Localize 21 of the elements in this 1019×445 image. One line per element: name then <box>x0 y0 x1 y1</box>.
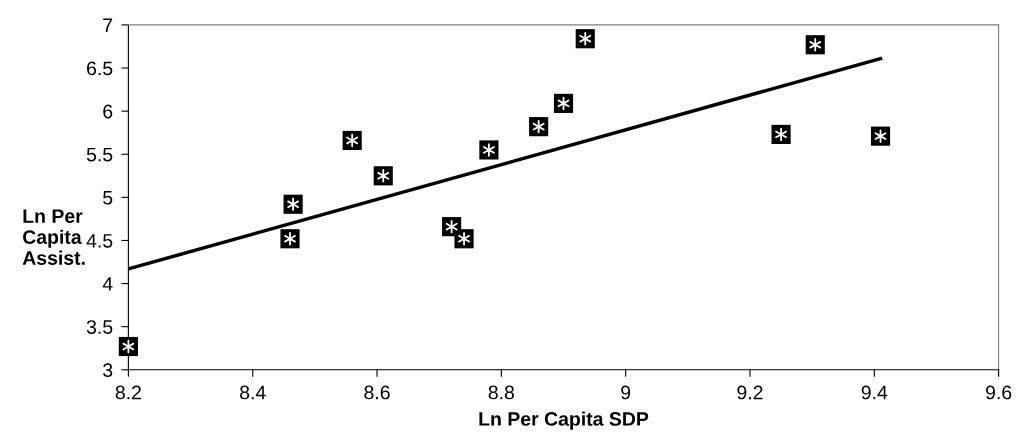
x-axis-title: Ln Per Capita SDP <box>479 411 649 430</box>
y-tick-label: 5.5 <box>86 147 113 162</box>
y-tick-label: 3 <box>103 363 113 378</box>
x-tick-label: 8.2 <box>115 385 141 400</box>
x-tick-label: 9.6 <box>986 385 1012 400</box>
x-tick-label: 8.4 <box>240 385 266 400</box>
point <box>280 229 300 249</box>
y-tick-label: 3.5 <box>86 320 113 334</box>
x-tick-label: 9.2 <box>737 385 763 400</box>
y-tick-label: 4.5 <box>86 234 113 248</box>
point <box>771 124 791 144</box>
x-tick-label: 9.4 <box>861 385 888 400</box>
y-tick-label: 5 <box>103 191 113 205</box>
y-tick-label: 7 <box>103 18 113 32</box>
x-tick-label: 8.8 <box>488 385 515 400</box>
y-axis-title: Ln Per Capita Assist. <box>22 209 85 265</box>
y-tick-label: 6.5 <box>87 61 113 76</box>
y-tick-label: 4 <box>102 277 113 291</box>
x-tick-label: 8.6 <box>364 385 390 400</box>
y-tick-label: 6 <box>103 104 113 119</box>
x-tick-label: 9 <box>621 385 631 400</box>
